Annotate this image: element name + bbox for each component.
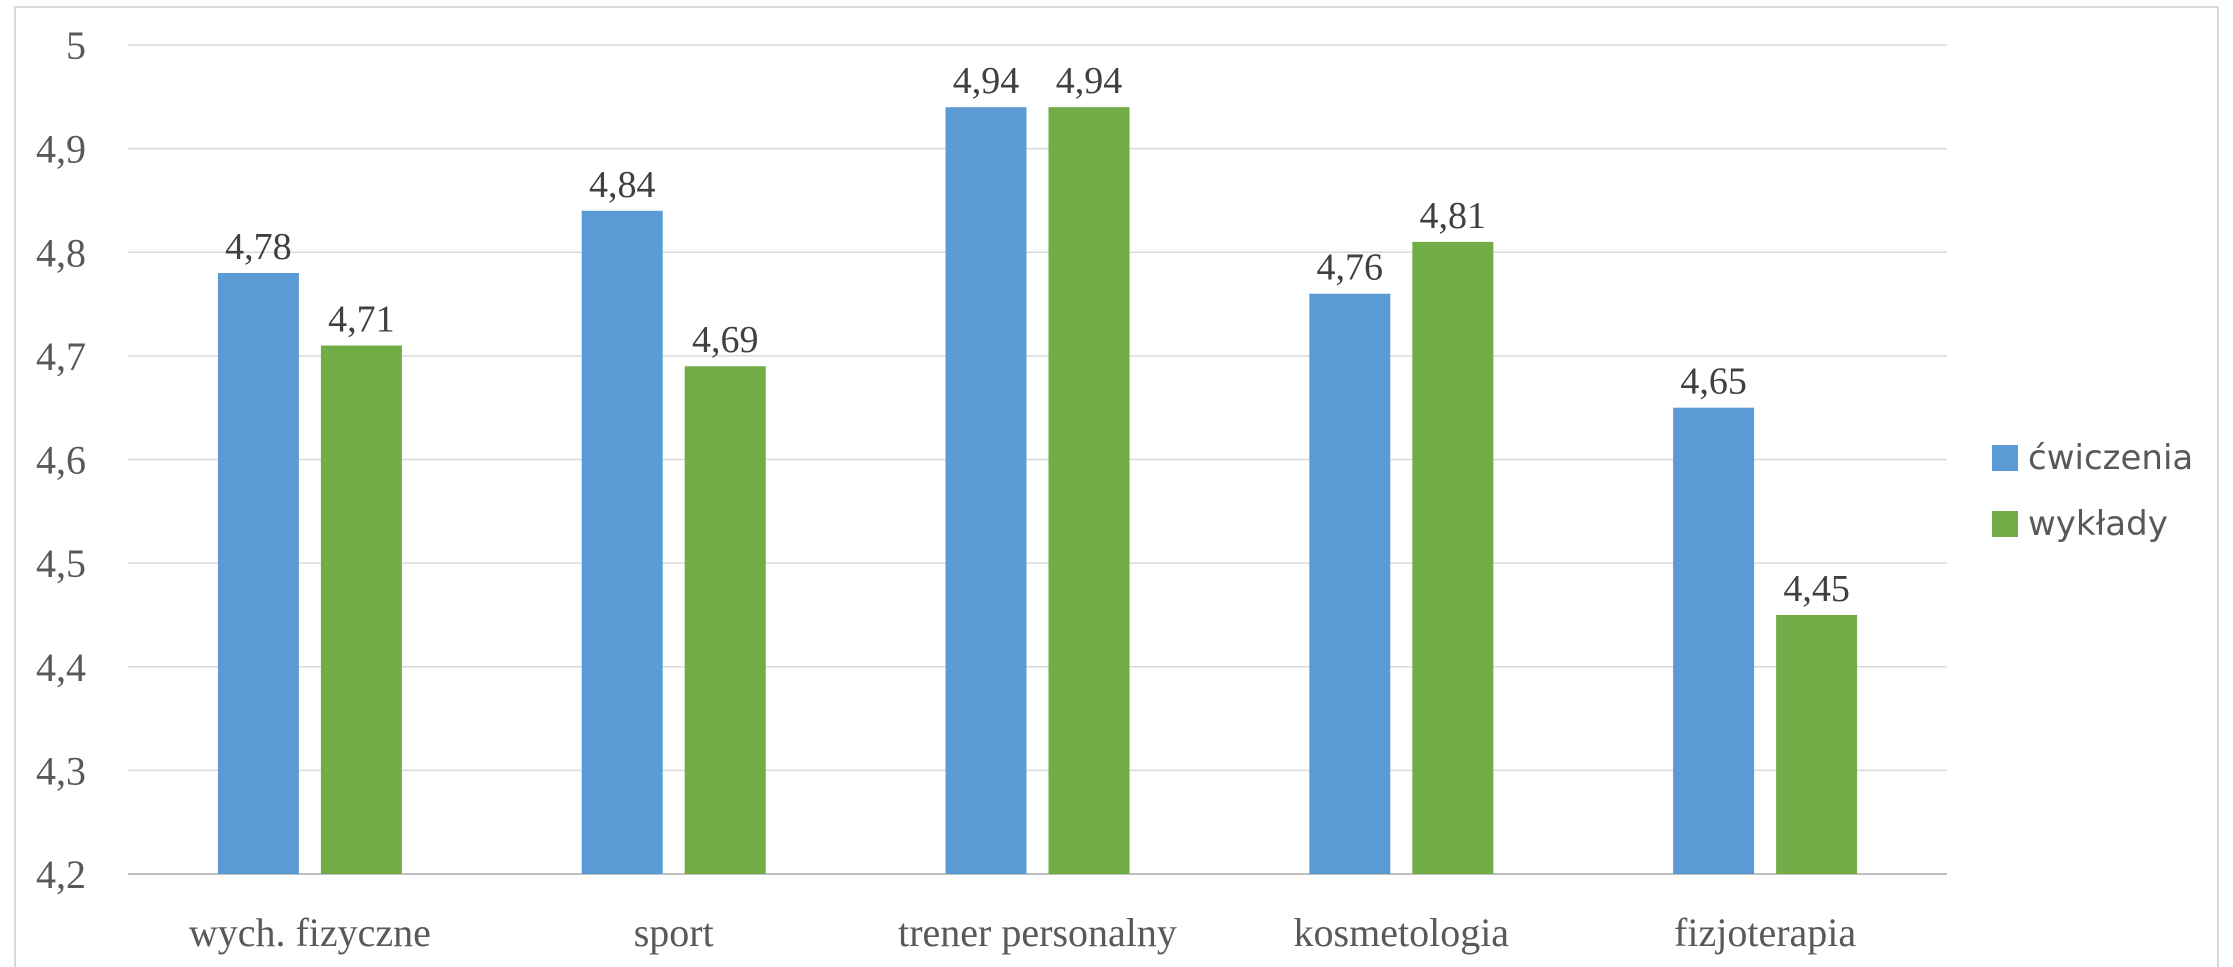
data-label: 4,81 bbox=[1420, 195, 1487, 237]
bars bbox=[217, 107, 1858, 875]
y-tick-label: 4,9 bbox=[36, 127, 86, 172]
data-label: 4,76 bbox=[1317, 247, 1384, 289]
bar-wyklady bbox=[320, 345, 402, 874]
bar-cwiczenia bbox=[581, 210, 663, 875]
x-axis-category-labels: wych. fizyczne sport trener personalny kosm… bbox=[189, 910, 1857, 955]
x-category-label: wych. fizyczne bbox=[189, 910, 431, 955]
data-labels: 4,78 4,71 4,84 4,69 4,94 4,94 4,76 4,81 4,65 4,45 bbox=[225, 60, 1850, 610]
bar-wyklady bbox=[684, 366, 766, 874]
legend-label: ćwiczenia bbox=[2028, 438, 2193, 478]
data-label: 4,78 bbox=[225, 226, 292, 268]
y-tick-label: 4,6 bbox=[36, 438, 86, 483]
x-category-label: kosmetologia bbox=[1294, 910, 1510, 955]
data-label: 4,84 bbox=[589, 164, 656, 206]
bar-cwiczenia bbox=[1309, 293, 1391, 874]
x-category-label: fizjoterapia bbox=[1674, 910, 1856, 955]
y-tick-label: 4,4 bbox=[36, 645, 86, 690]
data-label: 4,45 bbox=[1783, 568, 1850, 610]
bar-wyklady bbox=[1412, 241, 1494, 874]
data-label: 4,71 bbox=[328, 299, 395, 341]
x-category-label: trener personalny bbox=[898, 910, 1177, 955]
legend: ćwiczenia wykłady bbox=[1992, 438, 2193, 544]
data-label: 4,65 bbox=[1680, 361, 1747, 403]
y-tick-label: 4,2 bbox=[36, 852, 86, 897]
y-axis-tick-labels: 4,2 4,3 4,4 4,5 4,6 4,7 4,8 4,9 5 bbox=[36, 23, 86, 897]
gridlines bbox=[128, 44, 1947, 875]
legend-swatch bbox=[1992, 445, 2018, 471]
y-tick-label: 4,3 bbox=[36, 748, 86, 793]
bar-cwiczenia bbox=[217, 272, 299, 875]
legend-label: wykłady bbox=[2028, 504, 2168, 544]
bar-wyklady bbox=[1048, 107, 1130, 875]
bar-cwiczenia bbox=[945, 107, 1027, 875]
legend-swatch bbox=[1992, 511, 2018, 537]
bar-wyklady bbox=[1776, 614, 1858, 874]
y-tick-label: 4,7 bbox=[36, 334, 86, 379]
y-tick-label: 5 bbox=[66, 23, 86, 68]
data-label: 4,69 bbox=[692, 319, 759, 361]
y-tick-label: 4,8 bbox=[36, 230, 86, 275]
data-label: 4,94 bbox=[1056, 60, 1123, 102]
data-label: 4,94 bbox=[953, 60, 1020, 102]
bar-cwiczenia bbox=[1673, 407, 1755, 874]
x-category-label: sport bbox=[634, 910, 714, 955]
y-tick-label: 4,5 bbox=[36, 541, 86, 586]
